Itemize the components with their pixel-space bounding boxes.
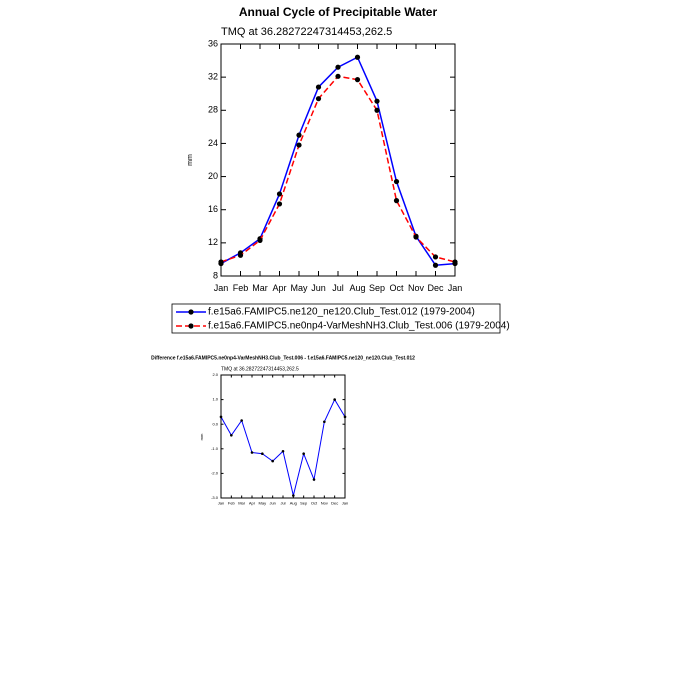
x-tick-label: Sep bbox=[369, 283, 385, 293]
legend-label: f.e15a6.FAMIPC5.ne120_ne120.Club_Test.01… bbox=[208, 307, 475, 318]
data-point bbox=[374, 107, 380, 113]
y-tick-label: 28 bbox=[208, 105, 218, 115]
x-tick-label: Nov bbox=[408, 283, 425, 293]
x-tick-label: Nov bbox=[321, 501, 328, 506]
data-point bbox=[257, 237, 263, 243]
x-tick-label: Feb bbox=[233, 283, 249, 293]
series-line bbox=[220, 75, 456, 263]
chart-title: Annual Cycle of Precipitable Water bbox=[239, 5, 438, 19]
data-point bbox=[432, 254, 439, 260]
y-tick-label: 8 bbox=[213, 270, 218, 280]
x-tick-label: Feb bbox=[228, 501, 236, 506]
data-point bbox=[240, 419, 243, 422]
y-tick-label: 24 bbox=[208, 138, 218, 148]
x-tick-label: Jan bbox=[218, 501, 224, 506]
y-tick-label: 2.0 bbox=[212, 372, 218, 377]
x-tick-label: Jan bbox=[342, 501, 348, 506]
data-point bbox=[292, 494, 295, 497]
data-point bbox=[335, 73, 341, 79]
y-tick-label: 36 bbox=[208, 38, 218, 48]
data-point bbox=[432, 262, 439, 268]
y-tick-label: -2.0 bbox=[211, 470, 219, 475]
data-point bbox=[296, 132, 302, 138]
data-point bbox=[413, 234, 419, 240]
y-axis-label: mm bbox=[187, 154, 194, 166]
legend-marker bbox=[188, 309, 194, 315]
data-point bbox=[218, 259, 224, 265]
data-point bbox=[452, 259, 458, 265]
legend-label: f.e15a6.FAMIPC5.ne0np4-VarMeshNH3.Club_T… bbox=[208, 321, 510, 332]
y-tick-label: 0.0 bbox=[212, 421, 218, 426]
chart-subtitle: TMQ at 36.28272247314453,262.5 bbox=[221, 366, 299, 372]
y-tick-label: 20 bbox=[208, 171, 218, 181]
x-tick-label: Dec bbox=[427, 283, 444, 293]
x-tick-label: Jan bbox=[214, 283, 229, 293]
data-point bbox=[354, 54, 361, 60]
x-tick-label: Jul bbox=[332, 283, 344, 293]
series-line bbox=[220, 398, 346, 496]
chart-subtitle: TMQ at 36.28272247314453,262.5 bbox=[221, 26, 392, 38]
data-point bbox=[276, 191, 283, 197]
y-tick-label: -3.0 bbox=[211, 495, 219, 500]
data-point bbox=[393, 198, 400, 204]
plot-frame bbox=[220, 374, 346, 499]
x-tick-label: Jul bbox=[280, 501, 285, 506]
y-tick-label: 16 bbox=[208, 204, 218, 214]
x-tick-label: Aug bbox=[349, 283, 365, 293]
data-point bbox=[374, 98, 380, 104]
data-point bbox=[276, 201, 283, 207]
x-tick-label: Sep bbox=[300, 501, 308, 506]
data-point bbox=[315, 84, 322, 90]
data-point bbox=[302, 452, 305, 456]
x-tick-label: May bbox=[290, 283, 308, 293]
data-point bbox=[250, 451, 254, 454]
x-tick-label: Jan bbox=[448, 283, 463, 293]
data-point bbox=[261, 452, 264, 456]
data-point bbox=[315, 96, 322, 102]
x-tick-label: Oct bbox=[389, 283, 404, 293]
data-point bbox=[281, 449, 285, 453]
data-point bbox=[237, 252, 244, 258]
chart-title: Difference f.e15a6.FAMIPC5.ne0np4-VarMes… bbox=[151, 355, 415, 361]
x-tick-label: Apr bbox=[272, 283, 286, 293]
data-point bbox=[219, 415, 223, 419]
x-tick-label: Jun bbox=[269, 501, 275, 506]
data-point bbox=[343, 415, 347, 419]
legend-marker bbox=[188, 323, 194, 329]
y-tick-label: 32 bbox=[208, 72, 218, 82]
data-point bbox=[271, 459, 274, 463]
legend-box bbox=[171, 303, 501, 334]
data-point bbox=[354, 77, 361, 83]
x-tick-label: Mar bbox=[238, 501, 246, 506]
data-point bbox=[312, 478, 316, 481]
y-tick-label: 12 bbox=[208, 237, 218, 247]
x-tick-label: Oct bbox=[311, 501, 318, 506]
x-tick-label: Dec bbox=[331, 501, 338, 506]
data-point bbox=[230, 433, 233, 437]
y-tick-label: -1.0 bbox=[211, 446, 219, 451]
data-point bbox=[335, 64, 341, 70]
y-axis-label: mm bbox=[199, 433, 204, 440]
x-tick-label: Mar bbox=[252, 283, 268, 293]
y-tick-label: 1.0 bbox=[212, 397, 218, 402]
x-tick-label: Apr bbox=[249, 501, 256, 506]
x-tick-label: Jun bbox=[311, 283, 326, 293]
data-point bbox=[323, 420, 326, 424]
x-tick-label: Aug bbox=[290, 501, 297, 506]
data-point bbox=[296, 142, 302, 148]
data-point bbox=[333, 398, 336, 401]
data-point bbox=[393, 178, 400, 185]
x-tick-label: May bbox=[259, 501, 267, 506]
series-line bbox=[220, 56, 456, 267]
